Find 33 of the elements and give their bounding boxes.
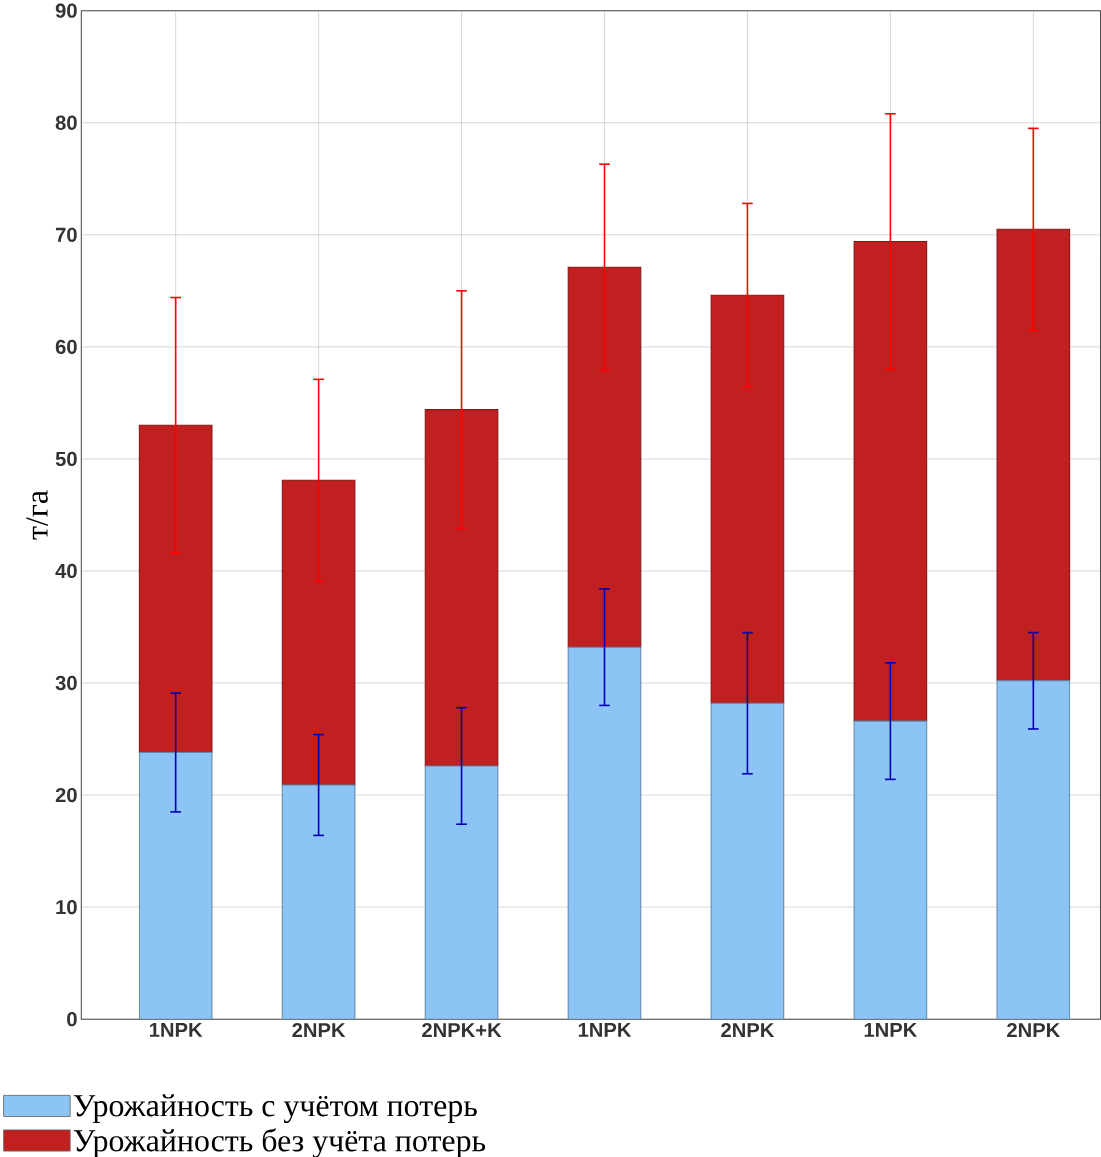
y-tick-label: 40 <box>55 563 77 579</box>
y-tick-label: 70 <box>55 227 77 242</box>
bar <box>138 751 213 1020</box>
y-tick-label: 90 <box>55 3 77 18</box>
y-tick-label: 30 <box>55 675 77 691</box>
y-tick-label: 80 <box>55 115 77 130</box>
y-axis-title: т/га <box>26 490 48 540</box>
bar <box>567 646 642 1020</box>
y-tick-label: 10 <box>56 899 77 915</box>
bar <box>853 720 928 1020</box>
bar <box>996 680 1071 1020</box>
x-tick-label: 1NPK <box>149 1022 203 1037</box>
legend-label: Урожайность с учётом потерь <box>73 1094 477 1123</box>
bar <box>996 228 1071 682</box>
bar <box>853 240 928 722</box>
bar <box>281 784 356 1020</box>
x-tick-label: 2NPK <box>292 1022 346 1038</box>
bar <box>281 479 356 786</box>
y-tick-label: 60 <box>55 339 77 355</box>
x-tick-label: 2NPK <box>1007 1022 1061 1038</box>
x-tick-label: 2NPK <box>721 1022 775 1038</box>
bar <box>424 765 499 1020</box>
bar <box>710 294 785 704</box>
y-tick-label: 50 <box>55 451 77 467</box>
y-tick-label: 0 <box>67 1012 77 1027</box>
bar <box>424 409 499 767</box>
bar <box>138 424 213 754</box>
x-tick-label: 1NPK <box>864 1022 918 1037</box>
x-tick-label: 1NPK <box>578 1022 632 1037</box>
bar <box>710 702 785 1020</box>
x-tick-label: 2NPK+K <box>422 1022 502 1038</box>
y-tick-label: 20 <box>55 787 77 803</box>
bar <box>567 266 642 648</box>
